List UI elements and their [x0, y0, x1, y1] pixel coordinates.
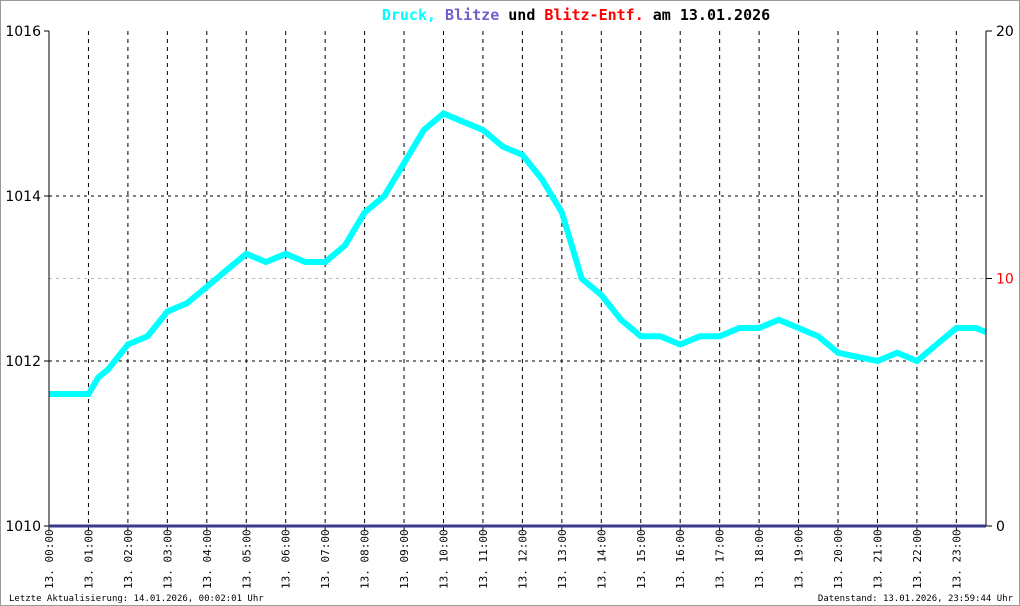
x-tick-label: 13. 19:00 — [793, 529, 806, 589]
x-tick-label: 13. 09:00 — [398, 529, 411, 589]
x-tick-label: 13. 07:00 — [319, 529, 332, 589]
series-layer — [48, 110, 988, 397]
title-part: und — [499, 6, 535, 24]
x-tick-label: 13. 17:00 — [714, 529, 727, 589]
footer-last-update: Letzte Aktualisierung: 14.01.2026, 00:02… — [9, 594, 264, 604]
x-tick-label: 13. 08:00 — [359, 529, 372, 589]
y-right-tick-label: 20 — [996, 24, 1014, 40]
title-part: Blitz-Entf. — [535, 6, 643, 24]
x-tick-label: 13. 22:00 — [911, 529, 924, 589]
y-right-tick-label: 0 — [996, 519, 1005, 535]
x-tick-label: 13. 18:00 — [753, 529, 766, 589]
x-tick-label: 13. 06:00 — [280, 529, 293, 589]
x-tick-label: 13. 10:00 — [438, 529, 451, 589]
footer-data-status: Datenstand: 13.01.2026, 23:59:44 Uhr — [818, 594, 1014, 604]
x-tick-label: 13. 16:00 — [674, 529, 687, 589]
x-tick-label: 13. 05:00 — [240, 529, 253, 589]
chart-title: Druck, Blitze und Blitz-Entf. am 13.01.2… — [382, 6, 770, 24]
y-left-tick-label: 1014 — [5, 189, 41, 205]
x-tick-label: 13. 01:00 — [82, 529, 95, 589]
y-left-tick-label: 1010 — [5, 519, 41, 535]
x-tick-label: 13. 20:00 — [832, 529, 845, 589]
title-part: am 13.01.2026 — [644, 6, 770, 24]
title-part: Blitze — [436, 6, 499, 24]
y-left-tick-label: 1016 — [5, 24, 41, 40]
title-part: Druck, — [382, 6, 436, 24]
x-tick-label: 13. 13:00 — [556, 529, 569, 589]
x-tick-label: 13. 12:00 — [516, 529, 529, 589]
series-line-druck — [49, 110, 988, 397]
axes: 13. 00:00 13. 01:00 13. 02:00 13. 03:00 13. … — [5, 24, 1013, 589]
y-left-tick-label: 1012 — [5, 354, 41, 370]
x-tick-label: 13. 03:00 — [161, 529, 174, 589]
x-tick-label: 13. 15:00 — [635, 529, 648, 589]
x-tick-label: 13. 21:00 — [871, 529, 884, 589]
x-tick-label: 13. 14:00 — [595, 529, 608, 589]
grid — [49, 31, 986, 526]
x-tick-label: 13. 00:00 — [43, 529, 56, 589]
x-tick-label: 13. 23:00 — [950, 529, 963, 589]
x-tick-label: 13. 04:00 — [201, 529, 214, 589]
y-right-tick-label: 10 — [996, 272, 1014, 288]
x-tick-label: 13. 11:00 — [477, 529, 490, 589]
x-tick-label: 13. 02:00 — [122, 529, 135, 589]
